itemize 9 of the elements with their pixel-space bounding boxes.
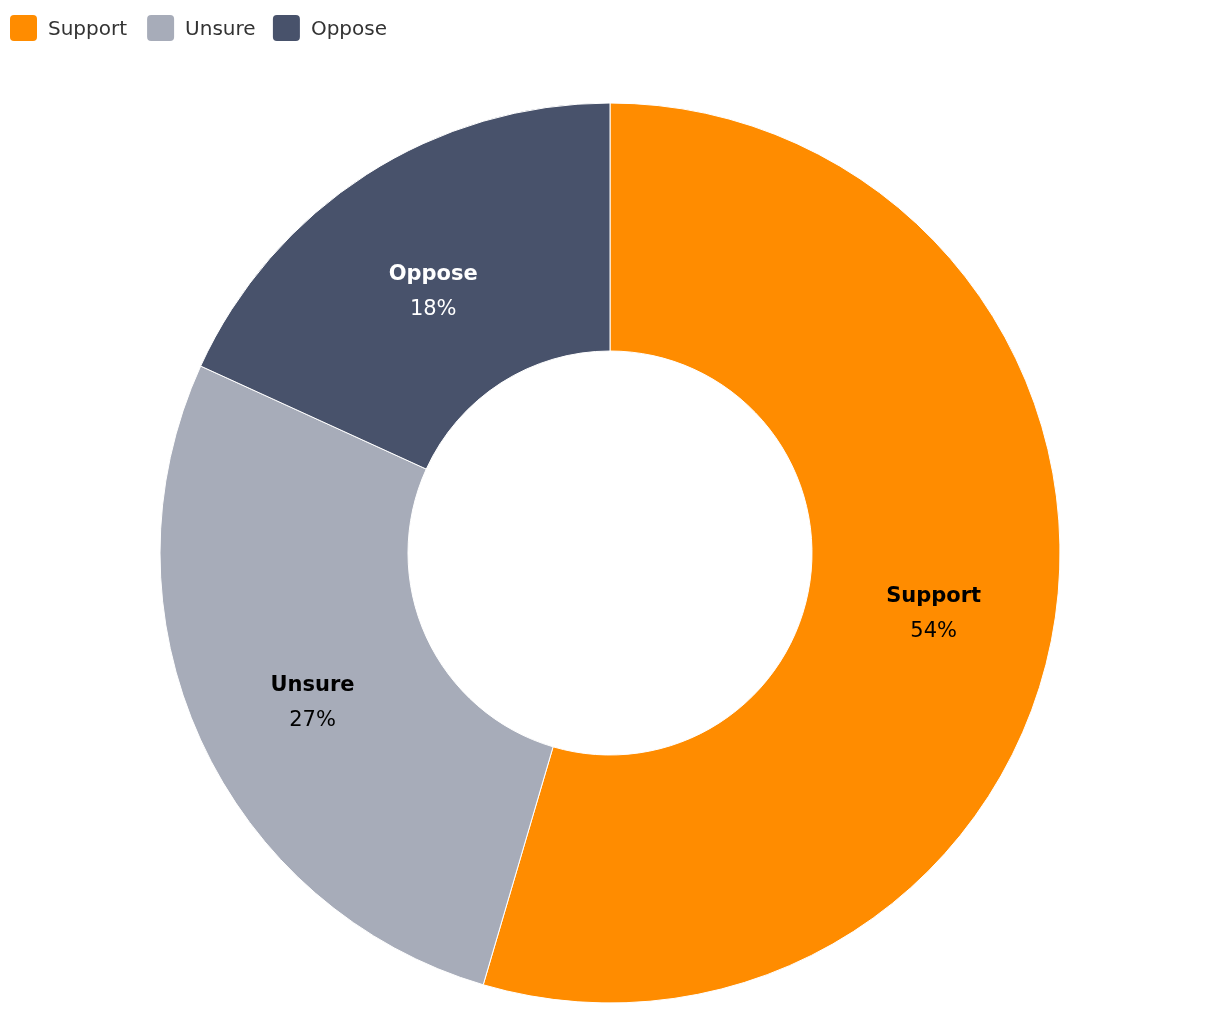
legend-label: Oppose [310, 16, 387, 40]
data-label: 18% [409, 295, 457, 320]
slice-label: Support [886, 582, 982, 607]
slice-label: Oppose [388, 260, 478, 285]
data-label: 54% [910, 617, 958, 642]
slice-label: Unsure [270, 671, 355, 696]
legend-label: Unsure [185, 16, 256, 40]
legend-label: Support [48, 16, 128, 40]
data-label: 27% [289, 706, 336, 731]
